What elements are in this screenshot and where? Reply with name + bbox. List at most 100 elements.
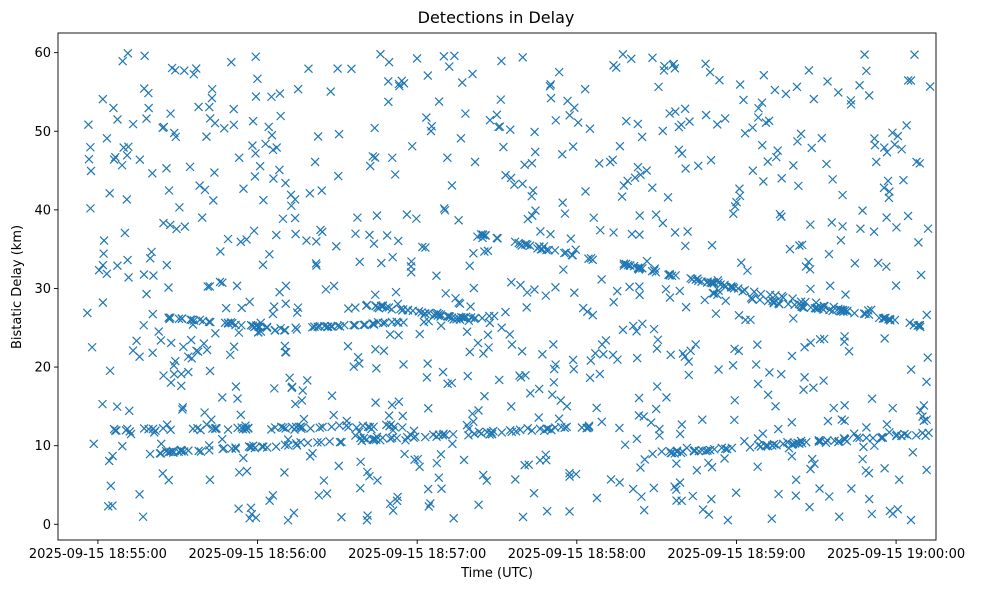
data-point (387, 400, 397, 410)
data-point (89, 439, 99, 449)
data-point (283, 435, 293, 444)
data-point (186, 335, 196, 345)
data-point (156, 336, 166, 345)
data-point (438, 367, 448, 377)
data-point (568, 250, 578, 260)
data-point (525, 241, 535, 251)
data-point (102, 269, 112, 279)
data-point (520, 160, 530, 170)
data-point (166, 447, 175, 457)
data-point (846, 99, 856, 109)
data-point (256, 318, 266, 328)
data-point (807, 143, 817, 153)
data-point (720, 114, 730, 123)
data-point (440, 205, 450, 215)
data-point (649, 324, 659, 334)
data-point (223, 319, 233, 328)
data-point (188, 320, 198, 329)
data-point (640, 454, 650, 464)
data-point (174, 447, 184, 457)
data-point (796, 436, 806, 446)
data-point (315, 423, 325, 433)
data-point (794, 439, 804, 449)
data-point (866, 305, 876, 315)
data-point (203, 282, 213, 291)
data-point (833, 87, 843, 97)
data-point (194, 102, 203, 112)
data-point (139, 270, 149, 280)
data-point (822, 435, 832, 445)
data-point (242, 235, 252, 244)
data-point (609, 228, 619, 237)
data-point (372, 476, 382, 485)
data-point (110, 426, 120, 435)
data-point (632, 434, 642, 444)
y-tick-label: 20 (34, 361, 51, 376)
data-point (286, 201, 296, 211)
data-point (732, 197, 741, 207)
data-point (888, 403, 898, 413)
data-point (598, 349, 608, 359)
data-point (650, 264, 660, 274)
data-point (632, 353, 642, 363)
data-point (424, 308, 434, 318)
data-point (561, 248, 571, 258)
data-point (862, 433, 871, 443)
data-point (541, 291, 551, 301)
data-point (506, 173, 516, 183)
data-point (397, 423, 407, 432)
data-point (825, 281, 835, 291)
data-point (884, 187, 894, 197)
data-point (234, 467, 244, 477)
data-point (506, 401, 516, 411)
data-point (135, 155, 145, 165)
data-point (507, 340, 517, 349)
data-point (775, 209, 785, 219)
data-point (860, 50, 869, 59)
data-point (124, 273, 133, 282)
data-point (723, 515, 733, 525)
data-point (530, 127, 540, 137)
data-point (674, 122, 684, 132)
data-point (922, 310, 932, 320)
data-point (438, 430, 448, 440)
data-point (280, 440, 290, 450)
data-point (106, 481, 116, 491)
data-point (829, 403, 839, 413)
data-point (456, 133, 466, 143)
data-point (271, 230, 281, 240)
data-point (162, 420, 172, 430)
data-point (144, 103, 154, 113)
data-point (460, 109, 470, 119)
data-point (922, 415, 932, 425)
data-point (232, 281, 242, 291)
data-point (293, 84, 303, 94)
data-point (135, 352, 144, 362)
data-point (223, 234, 233, 244)
data-point (305, 188, 315, 198)
data-point (105, 366, 115, 376)
data-point (204, 441, 214, 450)
data-point (312, 437, 322, 447)
data-point (510, 475, 520, 484)
data-point (709, 277, 719, 287)
data-point (335, 322, 345, 331)
data-point (241, 421, 250, 431)
data-point (462, 327, 472, 337)
data-point (251, 148, 260, 158)
data-point (633, 119, 643, 129)
data-point (202, 345, 212, 355)
data-point (384, 57, 394, 67)
data-point (646, 418, 656, 428)
data-point (670, 107, 680, 116)
data-point (393, 236, 403, 246)
data-point (666, 448, 676, 458)
data-point (242, 466, 252, 476)
data-point (648, 449, 658, 459)
x-tick-label: 2025-09-15 18:55:00 (29, 547, 167, 562)
data-point (193, 347, 203, 357)
y-tick-label: 30 (34, 282, 51, 297)
data-point (325, 436, 335, 446)
data-point (769, 439, 779, 449)
